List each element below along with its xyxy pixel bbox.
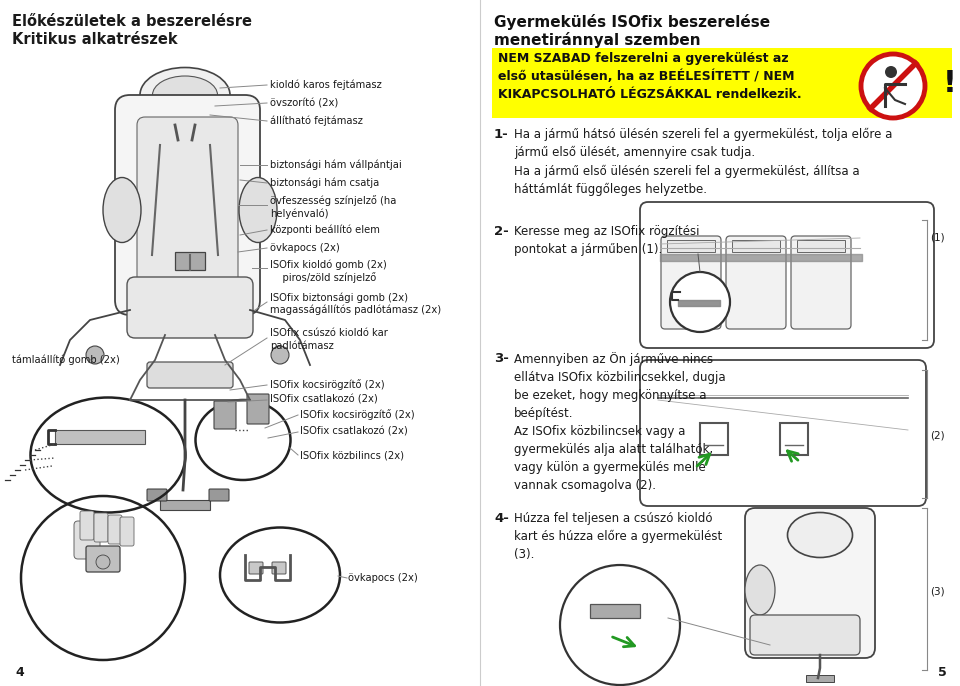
FancyBboxPatch shape [86, 546, 120, 572]
FancyBboxPatch shape [750, 615, 860, 655]
Bar [797, 240, 845, 252]
Text: Előkészületek a beszerelésre: Előkészületek a beszerelésre [12, 14, 252, 29]
Text: első utasülésen, ha az BEÉLESÍTETT / NEM: első utasülésen, ha az BEÉLESÍTETT / NEM [498, 70, 795, 84]
Text: biztonsági hám vállpántjai: biztonsági hám vállpántjai [270, 160, 401, 170]
Ellipse shape [140, 67, 230, 123]
Text: övkapocs (2x): övkapocs (2x) [348, 573, 418, 583]
Bar [700, 423, 728, 455]
Text: ISOfix biztonsági gomb (2x): ISOfix biztonsági gomb (2x) [270, 293, 408, 303]
Bar [492, 48, 952, 118]
Text: 4: 4 [15, 665, 24, 678]
FancyBboxPatch shape [80, 511, 94, 540]
Text: Ha a jármű hátsó ülésén szereli fel a gyermekülést, tolja előre a
jármű első ülé: Ha a jármű hátsó ülésén szereli fel a gy… [514, 128, 893, 196]
Ellipse shape [103, 178, 141, 242]
Text: Keresse meg az ISOfix rögzítési
pontokat a járműben (1).: Keresse meg az ISOfix rögzítési pontokat… [514, 225, 700, 256]
Text: (3): (3) [930, 587, 945, 597]
Bar [175, 252, 205, 270]
FancyBboxPatch shape [661, 236, 721, 329]
Text: központi beállító elem: központi beállító elem [270, 225, 380, 235]
Text: Húzza fel teljesen a csúszó kioldó
kart és húzza előre a gyermekülést
(3).: Húzza fel teljesen a csúszó kioldó kart … [514, 512, 722, 561]
FancyBboxPatch shape [209, 489, 229, 501]
Ellipse shape [787, 512, 852, 558]
Text: övfeszesség színjelző (ha: övfeszesség színjelző (ha [270, 196, 396, 206]
Text: övszorító (2x): övszorító (2x) [270, 98, 338, 108]
FancyBboxPatch shape [272, 562, 286, 574]
FancyBboxPatch shape [127, 277, 253, 338]
FancyBboxPatch shape [640, 202, 934, 348]
Text: KIKAPCSOLHATÓ LÉGZSÁKKAL rendelkezik.: KIKAPCSOLHATÓ LÉGZSÁKKAL rendelkezik. [498, 88, 802, 101]
FancyBboxPatch shape [74, 521, 100, 559]
Ellipse shape [153, 76, 218, 114]
Text: támlaállító gomb (2x): támlaállító gomb (2x) [12, 355, 120, 365]
Text: ISOfix kioldó gomb (2x): ISOfix kioldó gomb (2x) [270, 260, 387, 270]
Text: ISOfix kocsirögzítő (2x): ISOfix kocsirögzítő (2x) [300, 410, 415, 421]
Bar [780, 423, 808, 455]
Text: kioldó karos fejtámasz: kioldó karos fejtámasz [270, 80, 382, 91]
Text: helyénvaló): helyénvaló) [270, 209, 328, 220]
FancyBboxPatch shape [120, 517, 134, 546]
Text: ISOfix csatlakozó (2x): ISOfix csatlakozó (2x) [270, 395, 377, 405]
Bar [160, 500, 210, 510]
Circle shape [885, 66, 897, 78]
FancyBboxPatch shape [147, 489, 167, 501]
Text: magasságállítós padlótámasz (2x): magasságállítós padlótámasz (2x) [270, 305, 442, 316]
Circle shape [86, 346, 104, 364]
Circle shape [271, 346, 289, 364]
Text: 4-: 4- [494, 512, 509, 525]
Circle shape [670, 272, 730, 332]
Text: piros/zöld színjelző: piros/zöld színjelző [270, 272, 376, 283]
Text: (1): (1) [930, 233, 945, 243]
FancyBboxPatch shape [249, 562, 263, 574]
FancyBboxPatch shape [640, 360, 926, 506]
FancyBboxPatch shape [115, 95, 260, 315]
Bar [732, 240, 780, 252]
Text: 5: 5 [938, 665, 947, 678]
FancyBboxPatch shape [247, 394, 269, 424]
Bar [590, 604, 640, 618]
Ellipse shape [745, 565, 775, 615]
Bar [55, 430, 145, 444]
Text: biztonsági hám csatja: biztonsági hám csatja [270, 178, 379, 188]
Ellipse shape [239, 178, 277, 242]
Text: Gyermekülés ISOfix beszerelése: Gyermekülés ISOfix beszerelése [494, 14, 770, 30]
Text: Kritikus alkatrészek: Kritikus alkatrészek [12, 32, 178, 47]
Text: ISOfix kocsirögzítő (2x): ISOfix kocsirögzítő (2x) [270, 379, 385, 390]
Text: övkapocs (2x): övkapocs (2x) [270, 243, 340, 253]
Text: NEM SZABAD felszerelni a gyerekülést az: NEM SZABAD felszerelni a gyerekülést az [498, 52, 788, 65]
Text: (2): (2) [930, 430, 945, 440]
FancyBboxPatch shape [137, 117, 238, 293]
Text: 1-: 1- [494, 128, 509, 141]
Text: 2-: 2- [494, 225, 509, 238]
FancyBboxPatch shape [94, 513, 108, 542]
Text: menetiránnyal szemben: menetiránnyal szemben [494, 32, 701, 48]
Text: ISOfix közbilincs (2x): ISOfix közbilincs (2x) [300, 450, 404, 460]
FancyBboxPatch shape [791, 236, 851, 329]
FancyBboxPatch shape [147, 362, 233, 388]
Text: állítható fejtámasz: állítható fejtámasz [270, 116, 363, 126]
Text: ISOfix csatlakozó (2x): ISOfix csatlakozó (2x) [300, 427, 408, 437]
Text: 3-: 3- [494, 352, 509, 365]
Circle shape [861, 54, 925, 118]
Text: padlótámasz: padlótámasz [270, 341, 334, 351]
Text: ISOfix csúszó kioldó kar: ISOfix csúszó kioldó kar [270, 328, 388, 338]
Text: !: ! [943, 69, 957, 97]
Bar [806, 675, 834, 682]
FancyBboxPatch shape [745, 508, 875, 658]
Bar [667, 240, 715, 252]
FancyBboxPatch shape [726, 236, 786, 329]
Text: Amennyiben az Ön járműve nincs
ellátva ISOfix közbilincsekkel, dugja
be ezeket, : Amennyiben az Ön járműve nincs ellátva I… [514, 352, 726, 492]
FancyBboxPatch shape [214, 401, 236, 429]
Circle shape [96, 555, 110, 569]
FancyBboxPatch shape [108, 515, 122, 544]
